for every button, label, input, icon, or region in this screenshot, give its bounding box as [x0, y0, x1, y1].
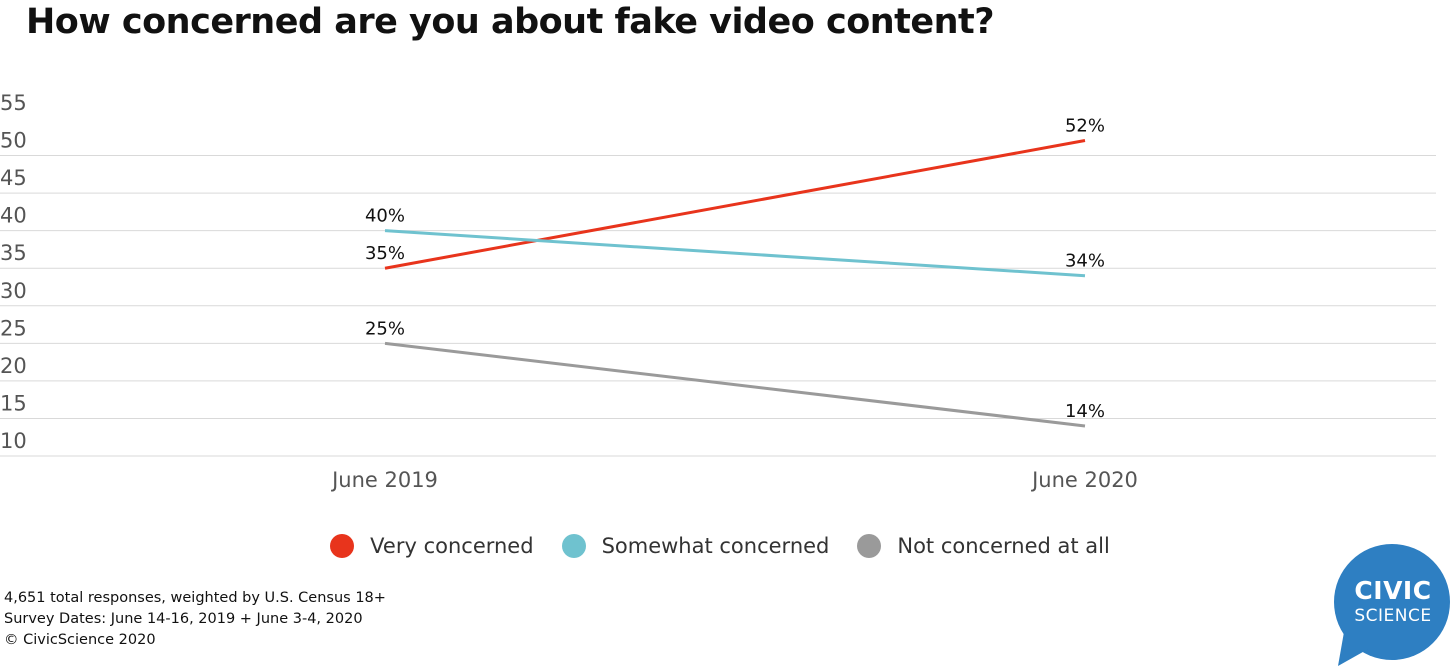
legend-item-very-concerned: Very concerned	[330, 534, 534, 558]
y-tick-label: 25	[0, 316, 27, 340]
data-label: 52%	[1065, 116, 1105, 137]
footnotes: 4,651 total responses, weighted by U.S. …	[4, 588, 386, 651]
y-tick-label: 40	[0, 204, 27, 228]
data-label: 14%	[1065, 401, 1105, 422]
legend-label: Somewhat concerned	[601, 534, 830, 558]
legend-item-somewhat-concerned: Somewhat concerned	[561, 534, 830, 558]
legend-swatch-somewhat-concerned	[561, 534, 586, 558]
data-label: 25%	[365, 318, 405, 339]
x-tick-label: June 2019	[330, 468, 438, 492]
y-axis-ticks: 55 50 45 40 35 30 25 20 15 10	[0, 91, 27, 453]
series-line-not-concerned-at-all	[384, 341, 1086, 428]
legend-swatch-very-concerned	[330, 534, 355, 558]
footnote-responses: 4,651 total responses, weighted by U.S. …	[4, 590, 386, 606]
x-tick-label: June 2020	[1030, 468, 1138, 492]
y-tick-label: 55	[0, 91, 27, 115]
legend-item-not-concerned: Not concerned at all	[857, 534, 1110, 558]
series-lines	[384, 139, 1086, 428]
civicscience-logo: CIVIC SCIENCE	[1330, 544, 1456, 666]
data-label: 35%	[365, 243, 405, 264]
chart-title: How concerned are you about fake video c…	[26, 2, 995, 42]
gridlines	[0, 155, 1436, 457]
footnote-copyright: © CivicScience 2020	[4, 632, 156, 648]
series-line-very-concerned	[384, 139, 1086, 270]
footnote-survey-dates: Survey Dates: June 14-16, 2019 + June 3-…	[4, 611, 363, 627]
legend-label: Not concerned at all	[897, 534, 1110, 558]
data-label: 34%	[1065, 251, 1105, 272]
logo-text-civic: CIVIC	[1354, 576, 1432, 605]
y-tick-label: 45	[0, 166, 27, 190]
logo-bubble	[1334, 544, 1450, 666]
legend-swatch-not-concerned	[857, 534, 882, 558]
y-tick-label: 50	[0, 129, 27, 153]
y-tick-label: 20	[0, 354, 27, 378]
series-line-somewhat-concerned	[384, 229, 1086, 278]
y-tick-label: 35	[0, 241, 27, 265]
legend: Very concerned Somewhat concerned Not co…	[0, 534, 1440, 558]
y-tick-label: 15	[0, 391, 27, 415]
x-axis-ticks: June 2019 June 2020	[330, 468, 1138, 492]
data-label: 40%	[365, 206, 405, 227]
y-tick-label: 10	[0, 429, 27, 453]
logo-text-science: SCIENCE	[1354, 606, 1432, 626]
y-tick-label: 30	[0, 279, 27, 303]
data-labels: 35% 52% 40% 34% 25% 14%	[365, 116, 1105, 422]
legend-label: Very concerned	[370, 534, 534, 558]
